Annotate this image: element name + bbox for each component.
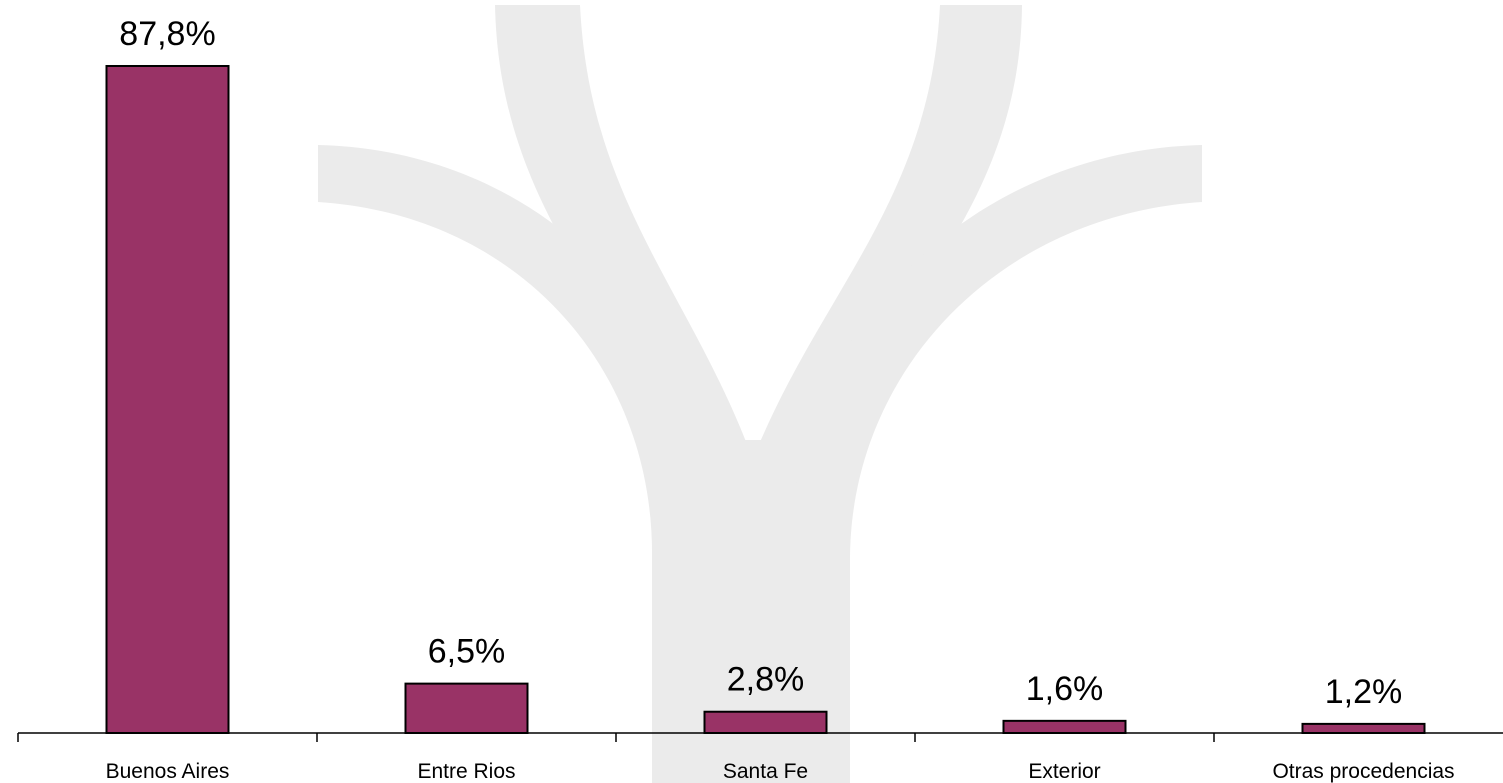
- data-label-entre-rios: 6,5%: [428, 633, 506, 671]
- watermark-arch-inner-left: [495, 5, 760, 783]
- x-tick-label-santa-fe: Santa Fe: [723, 760, 808, 783]
- bars-layer: [105, 65, 1426, 735]
- x-axis-tick-labels: Buenos Aires Entre Rios Santa Fe Exterior Ot…: [106, 760, 1455, 783]
- x-tick-label-buenos-aires: Buenos Aires: [106, 760, 230, 783]
- x-tick-label-exterior: Exterior: [1028, 760, 1100, 783]
- watermark-arch-outer-left: [318, 145, 713, 783]
- bar-otras-procedencias: [1301, 722, 1426, 735]
- value-labels-layer: 87,8% 6,5% 2,8% 1,6% 1,2%: [119, 15, 1402, 711]
- data-label-exterior: 1,6%: [1026, 670, 1104, 708]
- x-axis-ticks: [17, 733, 1215, 742]
- watermark-arch-outer-right: [790, 145, 1202, 783]
- x-tick-label-entre-rios: Entre Rios: [417, 760, 515, 783]
- data-label-santa-fe: 2,8%: [727, 661, 805, 699]
- x-tick-label-otras-procedencias: Otras procedencias: [1272, 760, 1454, 783]
- bar-entre-rios: [404, 682, 529, 734]
- watermark-arch-inner-right: [745, 5, 1022, 783]
- bar-buenos-aires: [105, 65, 230, 734]
- bar-santa-fe: [703, 710, 828, 735]
- data-label-otras-procedencias: 1,2%: [1325, 673, 1403, 711]
- bar-exterior: [1002, 719, 1127, 734]
- data-label-buenos-aires: 87,8%: [119, 15, 215, 53]
